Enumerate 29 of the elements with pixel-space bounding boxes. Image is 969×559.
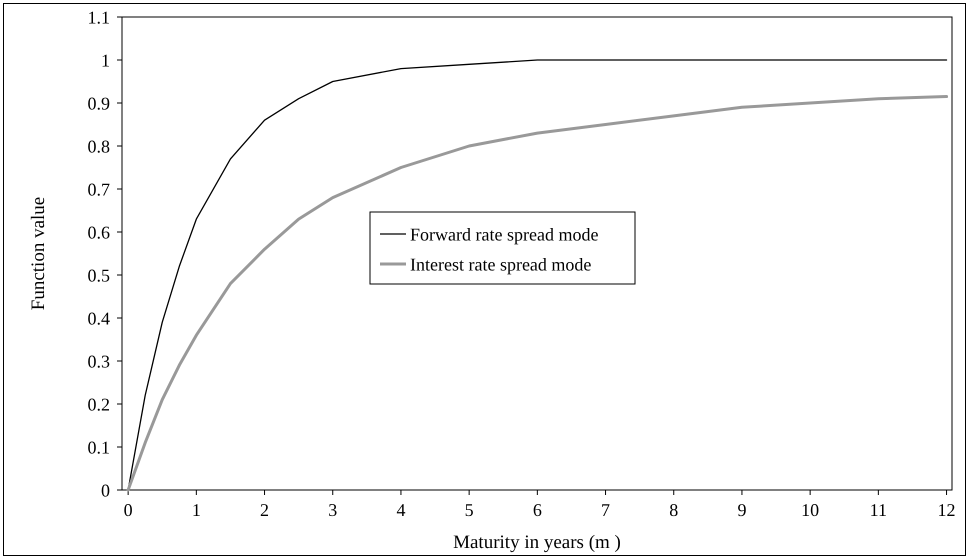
x-tick-label: 2 [260,500,270,520]
x-axis-title: Maturity in years (m ) [453,532,621,553]
y-tick-label: 0.8 [88,136,110,156]
y-tick-label: 0.3 [88,351,110,372]
y-tick-label: 0.4 [88,308,110,328]
legend-label: Interest rate spread mode [410,254,592,274]
x-tick-label: 7 [601,500,610,520]
y-axis-title: Function value [28,196,49,310]
x-tick-label: 3 [328,500,338,520]
x-tick-label: 1 [192,500,201,520]
x-tick-label: 8 [669,500,678,520]
y-tick-label: 0 [101,480,110,500]
x-tick-label: 5 [464,500,474,520]
x-tick-label: 9 [737,500,746,520]
y-tick-label: 0.5 [88,265,110,286]
x-tick-label: 4 [396,500,406,520]
y-tick-label: 0.9 [88,93,110,114]
x-tick-label: 12 [938,500,956,520]
y-tick-label: 0.6 [88,222,110,242]
y-tick-label: 0.2 [88,394,110,414]
x-tick-label: 0 [124,500,133,520]
y-tick-label: 1.1 [88,7,110,28]
x-tick-label: 6 [532,500,542,520]
x-tick-label: 10 [801,500,820,520]
legend-label: Forward rate spread mode [410,224,598,244]
y-tick-label: 1 [101,50,110,70]
x-tick-label: 11 [870,500,888,520]
y-tick-label: 0.1 [88,437,110,458]
y-tick-label: 0.7 [88,179,110,200]
